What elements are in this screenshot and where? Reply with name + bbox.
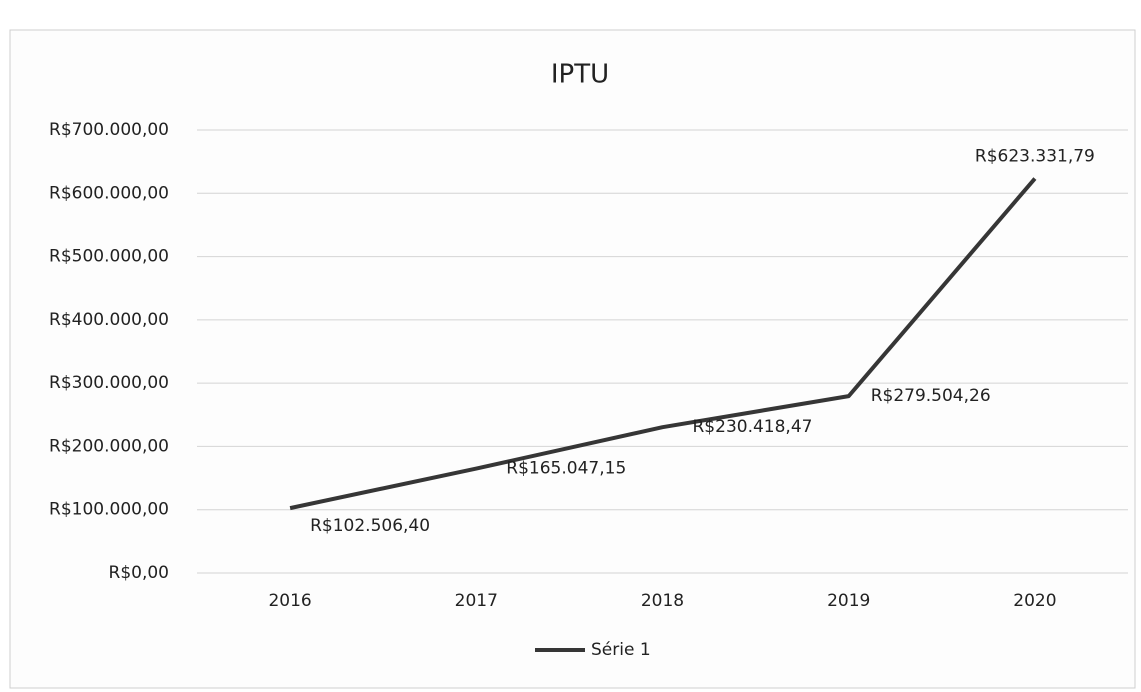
data-label: R$230.418,47: [693, 417, 813, 437]
data-label: R$279.504,26: [871, 386, 991, 406]
y-tick-label: R$200.000,00: [49, 436, 169, 456]
y-tick-label: R$300.000,00: [49, 373, 169, 393]
y-tick-label: R$0,00: [109, 563, 169, 583]
data-label: R$623.331,79: [975, 147, 1095, 167]
y-tick-label: R$600.000,00: [49, 183, 169, 203]
x-tick-label: 2019: [827, 591, 870, 611]
chart-frame: [9, 29, 1136, 689]
y-tick-label: R$700.000,00: [49, 120, 169, 140]
y-tick-label: R$500.000,00: [49, 247, 169, 267]
legend-label: Série 1: [591, 640, 651, 660]
y-tick-label: R$400.000,00: [49, 310, 169, 330]
data-label: R$165.047,15: [506, 459, 626, 479]
chart-title: IPTU: [551, 60, 609, 90]
x-tick-label: 2018: [641, 591, 684, 611]
series-line: [289, 177, 1037, 511]
x-tick-label: 2020: [1013, 591, 1056, 611]
x-tick-label: 2017: [455, 591, 498, 611]
x-tick-label: 2016: [268, 591, 311, 611]
y-tick-label: R$100.000,00: [49, 500, 169, 520]
data-label: R$102.506,40: [310, 516, 430, 536]
